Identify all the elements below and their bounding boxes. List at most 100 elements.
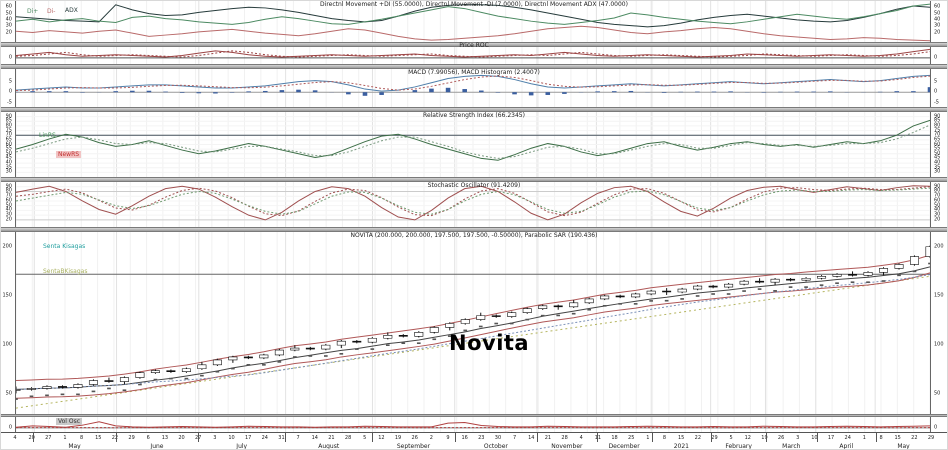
price-indicator-label-teal: Senta Kisagas [43, 243, 86, 250]
month-label: November [551, 443, 583, 450]
day-tick-label: 28 [344, 435, 352, 441]
day-tick-label: 24 [844, 435, 851, 441]
dmi-legend-adx: ADX [65, 7, 78, 14]
day-tick-label: 22 [694, 435, 702, 441]
axis-tick-label: 90 [5, 113, 12, 120]
day-tick-label: 19 [761, 435, 768, 441]
month-separator-tick [372, 433, 374, 442]
month-separator-tick [816, 433, 818, 442]
month-label: June [150, 443, 164, 450]
day-tick-label: 24 [261, 435, 268, 441]
day-tick-label: 15 [894, 435, 901, 441]
month-separator-tick [33, 433, 35, 442]
month-separator-tick [596, 433, 598, 442]
axis-tick-label: -5 [934, 99, 939, 106]
day-tick-label: 10 [228, 435, 235, 441]
macd-plot[interactable] [15, 69, 931, 107]
axis-tick-label: 0 [8, 88, 12, 95]
month-separator-tick [876, 433, 878, 442]
month-separator-tick [454, 433, 456, 442]
axis-tick-label: 45 [934, 154, 941, 161]
day-tick-label: 15 [95, 435, 102, 441]
stoch-panel: Stochastic Oscillator (91.4209) 90 80 70 60… [1, 182, 947, 227]
panel-divider [1, 177, 947, 182]
axis-tick-label: 90 [5, 183, 12, 190]
axis-tick-label: 70 [934, 192, 941, 199]
price-axis-left: 200 150 100 50 [1, 232, 14, 414]
day-tick-label: 29 [711, 435, 718, 441]
axis-tick-label: 55 [5, 145, 12, 152]
month-label: May [68, 443, 81, 450]
axis-tick-label: 40 [5, 159, 12, 166]
day-tick-label: 12 [744, 435, 751, 441]
day-tick-label: 31 [278, 435, 285, 441]
axis-tick-label: 40 [5, 206, 12, 213]
axis-tick-label: 0 [934, 54, 938, 61]
axis-tick-label: 55 [934, 145, 941, 152]
day-tick-label: 5 [363, 435, 367, 441]
axis-tick-label: 85 [5, 117, 12, 124]
axis-tick-label: 50 [5, 202, 12, 209]
roc-axis-right: 0 [932, 47, 947, 64]
roc-plot[interactable] [15, 47, 931, 64]
rsi-axis-right: 90 85 80 75 70 65 60 55 50 45 40 35 30 [932, 112, 947, 177]
panel-divider [1, 107, 947, 112]
macd-panel: MACD (7.99056), MACD Histogram (2.4007) … [1, 69, 947, 107]
price-plot[interactable] [15, 232, 931, 414]
month-label: July [236, 443, 248, 450]
dmi-legend-minus: Di- [47, 8, 56, 15]
day-tick-label: 11 [594, 435, 602, 441]
axis-tick-label: 70 [934, 131, 941, 138]
day-tick-label: 25 [628, 435, 635, 441]
day-tick-label: 9 [446, 435, 450, 441]
day-tick-label: 16 [461, 435, 468, 441]
dmi-plot[interactable] [15, 1, 931, 42]
day-tick-label: 22 [112, 435, 118, 441]
month-label: August [318, 443, 340, 450]
day-tick-label: 17 [827, 435, 835, 441]
axis-tick-label: 75 [5, 127, 12, 134]
axis-tick-label: 100 [934, 341, 944, 348]
axis-tick-label: 40 [934, 159, 941, 166]
axis-tick-label: 20 [5, 29, 12, 36]
axis-tick-label: 50 [5, 390, 12, 397]
day-tick-label: 26 [777, 435, 785, 441]
axis-tick-label: 5 [934, 78, 938, 85]
rsi-plot[interactable] [15, 112, 931, 177]
axis-tick-label: 70 [5, 192, 12, 199]
volosc-plot[interactable] [15, 417, 931, 432]
stoch-plot[interactable] [15, 182, 931, 227]
day-tick-label: 3 [796, 435, 800, 441]
roc-axis-left: 0 [1, 47, 14, 64]
day-tick-label: 29 [128, 435, 135, 441]
day-tick-label: 19 [394, 435, 402, 441]
rsi-selected-label[interactable]: NewRS [56, 151, 82, 158]
dmi-legend-plus: Di+ [27, 8, 39, 15]
volosc-panel: 0 0 Vol Osc [1, 417, 947, 432]
rsi-panel: Relative Strength Index (66.2345) 90 85 80… [1, 112, 947, 177]
day-tick-label: 13 [161, 435, 169, 441]
axis-tick-label: 0 [934, 424, 938, 431]
volosc-selected-label[interactable]: Vol Osc [56, 418, 83, 425]
axis-tick-label: 40 [5, 16, 12, 23]
day-tick-label: 1 [63, 435, 67, 441]
axis-tick-label: 30 [5, 211, 12, 218]
day-tick-label: 22 [911, 435, 918, 441]
axis-tick-label: 60 [5, 3, 12, 10]
rsi-indicator-label: LinRS [39, 132, 56, 139]
axis-tick-label: 30 [5, 22, 12, 29]
axis-tick-label: 80 [5, 122, 12, 129]
rsi-axis-left: 90 85 80 75 70 65 60 55 50 45 40 35 30 [1, 112, 14, 177]
day-tick-label: 17 [244, 435, 252, 441]
day-tick-label: 27 [45, 435, 52, 441]
stoch-axis-right: 90 80 70 60 50 40 30 20 [932, 182, 947, 227]
month-separator-tick [115, 433, 117, 442]
day-tick-label: 1 [646, 435, 650, 441]
panel-divider [1, 64, 947, 69]
month-separator-tick [537, 433, 539, 442]
month-label: April [839, 443, 854, 450]
axis-tick-label: 60 [934, 141, 941, 147]
day-tick-label: 4 [579, 435, 583, 441]
day-tick-label: 29 [927, 435, 935, 441]
